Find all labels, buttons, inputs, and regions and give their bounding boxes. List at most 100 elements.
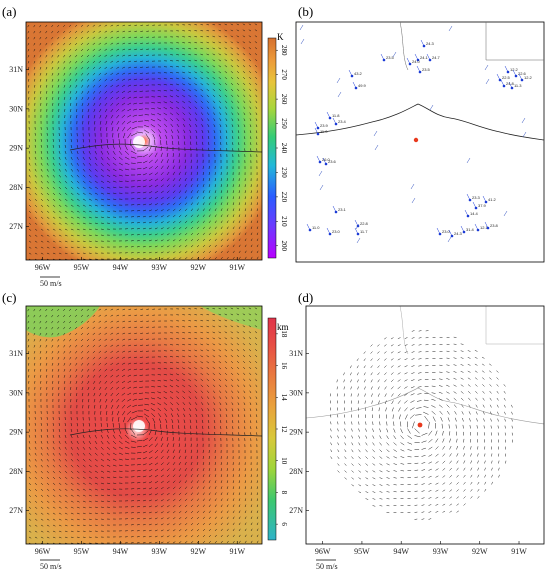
wind-vector xyxy=(82,494,86,497)
wind-vector xyxy=(82,530,86,532)
wind-vector xyxy=(46,434,49,438)
wind-vector xyxy=(178,425,180,430)
wind-vector xyxy=(397,379,401,382)
wind-vector xyxy=(136,440,143,442)
wind-vector xyxy=(136,451,142,454)
wind-vector xyxy=(93,398,96,403)
wind-vector xyxy=(184,443,186,448)
wind-vector xyxy=(226,504,229,508)
wind-vector xyxy=(126,126,132,131)
wind-vector xyxy=(497,411,499,415)
wind-vector xyxy=(386,470,390,473)
wind-vector xyxy=(116,392,120,396)
wind-vector xyxy=(200,314,204,316)
wind-vector xyxy=(397,372,401,375)
wind-vector xyxy=(64,186,68,190)
wind-vector xyxy=(169,385,174,388)
wind-vector xyxy=(449,445,452,450)
station-wind-barb xyxy=(504,65,509,73)
wind-vector xyxy=(128,30,132,33)
wind-vector xyxy=(475,404,478,408)
wind-vector xyxy=(100,422,102,427)
wind-vector xyxy=(218,367,222,370)
panel-a-colorbar-tick-label: 260 xyxy=(280,94,288,105)
panel-c-colorbar-tick-label: 18 xyxy=(280,330,288,338)
wind-vector xyxy=(390,337,394,340)
wind-vector xyxy=(256,420,258,424)
wind-vector xyxy=(76,216,80,219)
wind-vector xyxy=(160,178,164,182)
wind-vector xyxy=(184,510,188,514)
wind-vector xyxy=(250,238,253,242)
wind-vector xyxy=(370,372,373,376)
wind-vector xyxy=(232,184,234,188)
wind-vector xyxy=(248,337,252,340)
panel-b-storm-center xyxy=(413,137,419,143)
wind-vector xyxy=(208,480,211,484)
wind-vector xyxy=(184,455,187,460)
wind-vector xyxy=(183,419,186,424)
panel-c-colorbar xyxy=(267,317,277,541)
wind-vector xyxy=(254,47,258,50)
wind-vector xyxy=(237,94,240,98)
wind-vector xyxy=(190,190,193,194)
wind-vector xyxy=(136,518,140,520)
wind-vector xyxy=(76,138,78,143)
wind-vector xyxy=(134,48,138,51)
wind-vector xyxy=(182,343,186,346)
wind-vector xyxy=(122,410,126,416)
wind-vector xyxy=(236,41,240,44)
wind-vector xyxy=(106,162,111,166)
wind-vector xyxy=(104,326,108,329)
wind-vector xyxy=(166,227,170,230)
wind-vector xyxy=(148,541,152,544)
wind-vector xyxy=(212,65,216,68)
wind-vector xyxy=(130,144,136,151)
wind-vector xyxy=(184,184,187,188)
wind-vector xyxy=(142,221,146,224)
wind-vector xyxy=(337,449,340,453)
station-wind-barb xyxy=(332,205,337,213)
station-wind-barb xyxy=(436,227,441,235)
wind-vector xyxy=(64,150,67,154)
wind-vector xyxy=(82,464,86,468)
wind-vector xyxy=(393,428,396,433)
wind-vector xyxy=(414,476,418,478)
wind-vector xyxy=(224,71,228,74)
wind-vector xyxy=(166,499,170,502)
wind-vector xyxy=(86,338,90,342)
wind-vector xyxy=(40,524,44,527)
wind-vector xyxy=(206,349,210,352)
wind-vector xyxy=(93,108,96,113)
wind-vector xyxy=(242,47,246,50)
wind-vector xyxy=(212,59,216,62)
wind-vector xyxy=(122,338,126,341)
wind-vector xyxy=(208,425,210,430)
wind-vector xyxy=(220,256,223,260)
wind-vector xyxy=(370,358,373,361)
wind-vector xyxy=(489,404,492,408)
wind-vector xyxy=(75,344,78,348)
wind-vector xyxy=(188,361,192,364)
station-label: 26.0 xyxy=(322,157,331,162)
wind-vector xyxy=(370,351,373,354)
wind-vector xyxy=(134,350,138,353)
wind-vector xyxy=(438,404,443,408)
wind-vector xyxy=(238,504,241,508)
wind-vector xyxy=(70,156,73,160)
wind-vector xyxy=(250,522,253,526)
wind-vector xyxy=(52,168,55,172)
wind-vector xyxy=(470,489,473,492)
wind-vector xyxy=(52,452,55,456)
wind-vector xyxy=(230,366,234,370)
wind-vector xyxy=(154,468,159,472)
wind-vector xyxy=(88,204,92,207)
wind-vector xyxy=(446,384,450,387)
wind-vector xyxy=(435,503,439,506)
wind-vector xyxy=(52,162,55,166)
wind-vector xyxy=(238,426,240,430)
wind-vector xyxy=(453,364,457,366)
wind-vector xyxy=(127,90,132,93)
wind-vector xyxy=(136,131,144,134)
wind-vector xyxy=(386,463,390,466)
